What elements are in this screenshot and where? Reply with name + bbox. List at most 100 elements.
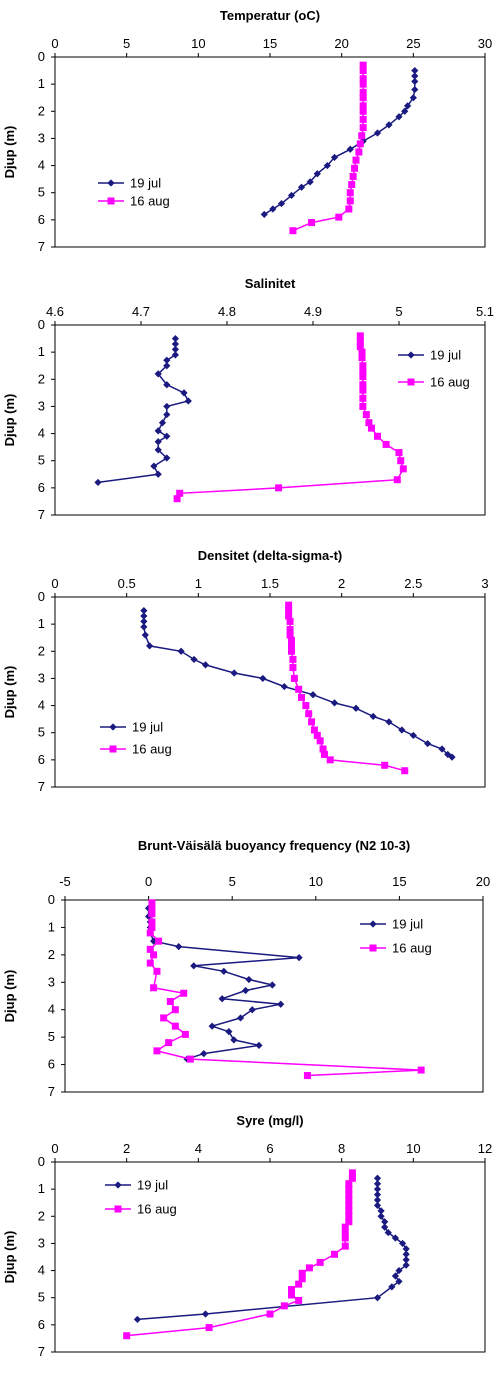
y-tick-label: 6 (38, 212, 45, 227)
data-point-aug (303, 1072, 311, 1080)
data-point-jul (330, 699, 339, 707)
data-point-jul (146, 642, 154, 650)
data-point-aug (289, 664, 297, 672)
data-point-aug (148, 918, 156, 926)
chart-title: Densitet (delta-sigma-t) (198, 548, 342, 563)
y-tick-label: 6 (38, 480, 45, 495)
data-point-aug (316, 737, 324, 745)
data-point-aug (275, 484, 283, 492)
y-axis-label: Djup (m) (2, 394, 17, 447)
data-point-jul (201, 661, 210, 669)
data-point-aug (401, 767, 409, 775)
legend-marker-aug (109, 745, 117, 753)
data-point-jul (395, 113, 403, 121)
data-point-aug (345, 205, 353, 213)
data-point-aug (302, 702, 310, 710)
data-point-jul (409, 731, 417, 740)
data-point-jul (402, 1261, 410, 1269)
data-point-aug (358, 132, 366, 140)
data-point-aug (346, 189, 354, 197)
data-point-jul (411, 72, 419, 80)
data-point-jul (306, 178, 314, 186)
data-point-aug (365, 419, 373, 427)
y-tick-label: 5 (48, 1029, 55, 1044)
legend-marker-aug (107, 197, 115, 205)
data-point-aug (341, 1223, 349, 1231)
chart-title: Syre (mg/l) (236, 1113, 303, 1128)
data-point-aug (359, 61, 367, 69)
data-point-jul (373, 1190, 382, 1199)
data-point-aug (359, 102, 367, 110)
data-point-aug (160, 1014, 168, 1022)
y-tick-label: 7 (48, 1084, 55, 1099)
data-point-jul (277, 1000, 285, 1008)
legend-marker-jul (114, 1181, 122, 1189)
data-point-aug (399, 465, 407, 473)
data-point-aug (359, 381, 367, 389)
data-point-aug (155, 937, 163, 945)
data-point-aug (313, 731, 321, 739)
y-tick-label: 5 (38, 725, 45, 740)
data-point-aug (345, 1218, 353, 1226)
data-point-jul (384, 1228, 392, 1237)
data-point-aug (288, 642, 295, 650)
y-tick-label: 5 (38, 453, 45, 468)
data-point-aug (356, 332, 364, 340)
data-point-aug (374, 432, 381, 440)
data-point-aug (308, 718, 316, 726)
data-point-aug (358, 348, 366, 356)
y-axis-label: Djup (m) (2, 666, 17, 719)
y-tick-label: 0 (38, 589, 45, 604)
data-point-jul (295, 954, 303, 962)
data-point-aug (331, 1250, 338, 1258)
y-tick-label: 3 (38, 398, 45, 413)
data-point-jul (388, 1283, 396, 1291)
data-point-aug (308, 219, 316, 227)
data-point-aug (288, 1286, 295, 1294)
data-point-aug (359, 386, 367, 394)
data-point-aug (146, 959, 154, 967)
data-point-jul (269, 205, 277, 213)
data-point-aug (359, 80, 367, 88)
data-point-aug (382, 440, 390, 448)
y-tick-label: 5 (38, 1290, 45, 1305)
legend-label-aug: 16 aug (130, 194, 170, 209)
data-point-jul (171, 340, 179, 348)
series-line-jul (263, 70, 416, 216)
data-point-jul (260, 210, 268, 219)
data-point-jul (330, 153, 339, 162)
chart-title: Brunt-Väisälä buoyancy frequency (N2 10-… (138, 838, 410, 853)
x-tick-label: -5 (59, 874, 71, 889)
data-point-aug (348, 1169, 356, 1177)
data-point-aug (288, 647, 295, 655)
legend-label-aug: 16 aug (430, 375, 470, 390)
data-point-jul (398, 1239, 407, 1248)
data-point-jul (184, 397, 192, 405)
data-point-aug (362, 411, 370, 419)
data-point-jul (248, 1006, 256, 1014)
data-point-aug (320, 750, 328, 758)
data-point-aug (359, 402, 367, 410)
y-axis-label: Djup (m) (2, 1231, 17, 1284)
data-point-aug (266, 1310, 274, 1318)
legend-marker-jul (369, 920, 377, 928)
y-tick-label: 4 (48, 1002, 55, 1017)
series-line-jul (137, 1178, 407, 1321)
y-tick-label: 3 (38, 1235, 45, 1250)
data-point-jul (373, 1201, 382, 1210)
legend-label-jul: 19 jul (430, 348, 461, 363)
data-point-aug (358, 354, 366, 362)
legend-marker-jul (407, 351, 415, 359)
data-point-aug (359, 394, 367, 402)
y-tick-label: 4 (38, 158, 45, 173)
y-tick-label: 5 (38, 185, 45, 200)
data-point-aug (180, 989, 188, 997)
data-point-aug (393, 476, 401, 484)
data-point-aug (171, 1022, 179, 1030)
series-line-jul (97, 338, 190, 484)
x-tick-label: 2 (338, 576, 345, 591)
plot-frame (54, 596, 486, 788)
y-tick-label: 2 (48, 947, 55, 962)
data-point-aug (345, 1201, 353, 1209)
